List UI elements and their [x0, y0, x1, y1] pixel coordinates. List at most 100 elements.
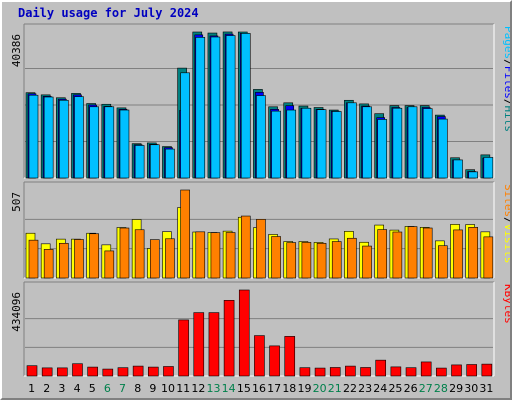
- x-label-day-30: 30: [464, 382, 478, 395]
- bar-kbytes-day-25: [390, 366, 402, 377]
- kbytes-legend: KBytes: [502, 284, 510, 324]
- bar-sites-day-10: [165, 238, 175, 279]
- bar-pages-day-15: [240, 33, 251, 179]
- x-label-day-8: 8: [134, 382, 141, 395]
- chart-title: Daily usage for July 2024: [18, 6, 199, 20]
- bar-kbytes-day-23: [360, 367, 371, 377]
- bar-sites-day-17: [271, 236, 281, 279]
- bar-kbytes-day-14: [223, 300, 235, 377]
- x-label-day-1: 1: [28, 382, 35, 395]
- bar-sites-day-23: [362, 245, 372, 279]
- bar-kbytes-day-16: [254, 335, 265, 377]
- bar-kbytes-day-18: [284, 336, 296, 377]
- bar-sites-day-27: [422, 227, 433, 279]
- legend-part: Sites: [502, 184, 510, 217]
- bar-sites-day-1: [28, 239, 39, 279]
- bar-kbytes-day-11: [178, 319, 189, 377]
- bar-sites-day-22: [347, 237, 357, 279]
- bar-kbytes-day-13: [208, 312, 220, 377]
- bar-pages-day-4: [74, 96, 84, 179]
- bar-kbytes-day-21: [329, 367, 341, 377]
- bar-pages-day-27: [422, 108, 433, 179]
- bar-kbytes-day-3: [57, 367, 68, 377]
- x-label-day-17: 17: [267, 382, 281, 395]
- bar-pages-day-10: [165, 148, 175, 179]
- legend-part: Visits: [502, 224, 510, 264]
- bar-sites-day-12: [195, 231, 206, 279]
- bar-kbytes-day-2: [41, 367, 53, 377]
- x-label-day-3: 3: [58, 382, 65, 395]
- bar-sites-day-31: [483, 236, 494, 279]
- bar-pages-day-16: [256, 95, 266, 179]
- sites-visits-max-label: 507: [10, 192, 23, 212]
- x-label-day-31: 31: [479, 382, 493, 395]
- x-label-day-4: 4: [74, 382, 81, 395]
- x-label-day-10: 10: [161, 382, 175, 395]
- bar-pages-day-30: [468, 171, 478, 179]
- bar-sites-day-8: [134, 229, 145, 279]
- x-label-day-2: 2: [43, 382, 50, 395]
- bar-kbytes-day-4: [72, 363, 83, 377]
- bar-sites-day-7: [119, 227, 130, 279]
- bar-pages-day-7: [119, 109, 130, 179]
- x-label-day-5: 5: [89, 382, 96, 395]
- bar-sites-day-13: [210, 232, 221, 279]
- bar-kbytes-day-31: [481, 363, 493, 377]
- bar-sites-day-28: [438, 245, 448, 279]
- bar-kbytes-day-15: [238, 289, 250, 377]
- bar-kbytes-day-26: [405, 367, 417, 377]
- bar-pages-day-17: [271, 110, 281, 179]
- x-label-day-19: 19: [297, 382, 311, 395]
- bar-sites-day-25: [392, 231, 403, 279]
- pages-files-hits-legend: Pages/Files/Hits: [502, 26, 510, 132]
- x-label-day-7: 7: [119, 382, 126, 395]
- bar-sites-day-5: [89, 233, 99, 279]
- x-label-day-9: 9: [149, 382, 156, 395]
- bar-sites-day-29: [453, 229, 463, 279]
- bar-pages-day-9: [149, 144, 160, 179]
- bar-pages-day-23: [362, 106, 372, 179]
- legend-part: /: [502, 59, 510, 66]
- x-label-day-11: 11: [176, 382, 190, 395]
- legend-part: Files: [502, 66, 510, 99]
- bar-sites-day-20: [316, 242, 327, 279]
- chart-panels: 40386Pages/Files/Hits507Sites/Visits4340…: [10, 23, 510, 377]
- bar-kbytes-day-28: [436, 367, 447, 377]
- bar-pages-day-29: [453, 159, 463, 179]
- bar-sites-day-16: [256, 219, 266, 279]
- bar-pages-day-22: [347, 102, 357, 179]
- bar-sites-day-9: [149, 239, 160, 279]
- panel-sites-visits: [23, 181, 495, 279]
- x-label-day-18: 18: [282, 382, 296, 395]
- bar-kbytes-day-20: [314, 367, 326, 377]
- bar-sites-day-24: [377, 229, 388, 279]
- bar-kbytes-day-10: [163, 366, 174, 377]
- panel-pages-files-hits: [23, 23, 495, 179]
- bar-sites-day-26: [407, 226, 418, 279]
- sites-visits-bars: [25, 189, 494, 279]
- x-label-day-29: 29: [449, 382, 463, 395]
- x-label-day-22: 22: [343, 382, 357, 395]
- x-label-day-21: 21: [328, 382, 342, 395]
- sites-visits-legend: Sites/Visits: [502, 184, 510, 264]
- x-label-day-13: 13: [207, 382, 221, 395]
- bar-pages-day-25: [392, 107, 403, 179]
- bar-pages-day-13: [210, 36, 221, 179]
- bar-pages-day-2: [43, 96, 54, 179]
- legend-part: Pages: [502, 26, 510, 59]
- bar-kbytes-day-30: [466, 364, 477, 377]
- pages-files-hits-max-label: 40386: [10, 34, 23, 67]
- bar-sites-day-15: [240, 215, 251, 279]
- kbytes-bars: [26, 289, 493, 377]
- bar-kbytes-day-27: [420, 361, 432, 377]
- bar-pages-day-1: [28, 94, 39, 179]
- bar-sites-day-4: [74, 239, 84, 279]
- bar-sites-day-3: [59, 242, 69, 279]
- bar-pages-day-14: [225, 35, 236, 179]
- bar-kbytes-day-12: [193, 312, 205, 377]
- bar-kbytes-day-1: [26, 365, 38, 377]
- bar-pages-day-11: [180, 72, 190, 179]
- bar-pages-day-18: [286, 109, 297, 179]
- x-label-day-14: 14: [222, 382, 236, 395]
